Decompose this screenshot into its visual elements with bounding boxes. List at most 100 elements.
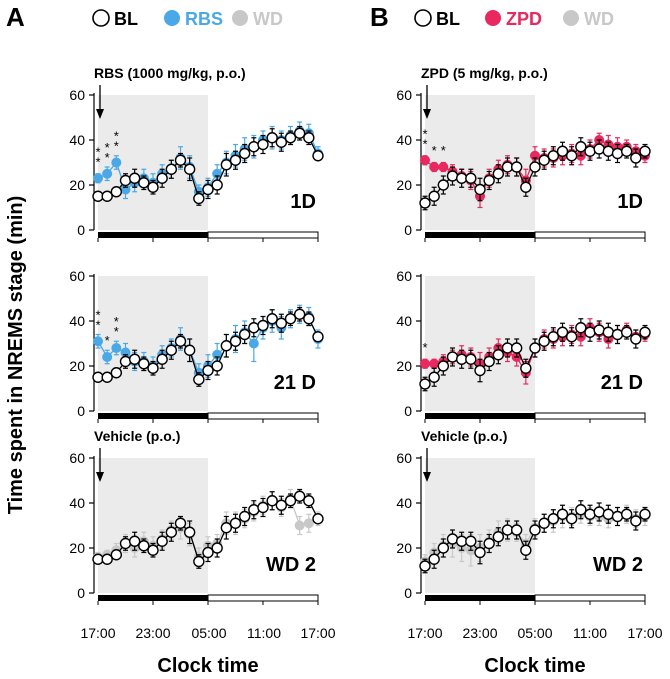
data-point-bl (229, 517, 242, 529)
data-point-bl (584, 326, 596, 338)
data-point-bl (119, 355, 132, 368)
data-point-bl (593, 143, 605, 155)
data-point-bl (465, 353, 477, 365)
data-point-bl (220, 340, 233, 352)
legend-a: BL RBS WD (92, 9, 283, 29)
data-point-bl (428, 553, 440, 565)
data-point-bl (510, 161, 523, 173)
dark-phase-bar (98, 232, 208, 238)
data-point-bl (483, 174, 495, 187)
data-point-bl (556, 145, 569, 157)
y-tick-label: 20 (396, 177, 412, 193)
legend-a-bl-marker (92, 9, 110, 27)
data-point-bl (584, 508, 596, 520)
y-tick-label: 20 (396, 358, 412, 374)
y-tick-label: 0 (77, 585, 85, 601)
y-tick-label: 0 (77, 403, 85, 419)
data-point-zpd (420, 358, 430, 369)
day-label: 21 D (274, 372, 316, 394)
data-point-bl (565, 150, 578, 162)
data-point-bl (538, 154, 550, 166)
data-point-bl (266, 495, 278, 507)
significance-asterisk: * (422, 136, 427, 151)
data-point-bl (639, 508, 651, 520)
legend-a-rbs-marker (164, 10, 180, 26)
data-point-bl (419, 197, 431, 209)
data-point-bl (248, 322, 260, 334)
y-tick-label: 60 (396, 87, 412, 103)
y-tick-label: 20 (396, 540, 412, 556)
data-point-bl (492, 168, 505, 180)
y-tick-label: 40 (69, 495, 85, 511)
data-point-bl (556, 508, 569, 520)
data-point-bl (284, 132, 297, 144)
data-point-rbs (111, 157, 122, 168)
data-point-bl (547, 150, 560, 162)
data-point-bl (211, 360, 223, 372)
data-point-bl (275, 136, 288, 148)
data-point-rbs (248, 338, 259, 349)
light-phase-bar (534, 594, 646, 602)
legend-a-wd-label: WD (253, 9, 283, 29)
plot-b-21d: 0 20 40 60 * 21 D (396, 268, 651, 423)
legend-b-wd-marker (563, 10, 579, 26)
panel-b-header: B BL ZPD WD (370, 2, 614, 32)
significance-asterisk: * (95, 317, 100, 332)
data-point-bl (584, 145, 596, 157)
data-point-bl (565, 331, 578, 343)
data-point-bl (174, 154, 187, 166)
x-ticks-b: 17:00 23:00 05:00 11:00 17:00 (407, 625, 662, 641)
data-point-bl (138, 540, 150, 552)
data-point-bl (520, 362, 532, 374)
data-point-bl (229, 335, 242, 347)
data-point-bl (110, 549, 123, 561)
data-point-bl (620, 508, 633, 520)
data-point-bl (238, 147, 251, 160)
panel-letter-b: B (370, 2, 389, 32)
data-point-rbs (102, 352, 113, 362)
x-tick-label: 05:00 (517, 625, 552, 641)
legend-a-bl-label: BL (114, 9, 138, 29)
data-point-bl (428, 190, 440, 202)
data-point-bl (293, 127, 306, 139)
data-point-bl (128, 535, 141, 547)
day-label: 21 D (601, 372, 643, 394)
data-point-bl (611, 328, 624, 341)
significance-asterisk: * (422, 126, 427, 141)
data-point-bl (101, 553, 113, 565)
x-ticks-a: 17:00 23:00 05:00 11:00 17:00 (80, 625, 335, 641)
data-point-bl (119, 174, 132, 187)
data-point-rbs (111, 343, 122, 353)
legend-b: BL ZPD WD (414, 9, 614, 29)
data-point-bl (193, 373, 205, 386)
significance-asterisk: * (114, 314, 119, 329)
data-point-bl (293, 490, 306, 502)
y-tick-label: 0 (404, 222, 412, 238)
data-point-bl (110, 186, 123, 198)
data-point-wd (294, 520, 305, 531)
data-point-bl (303, 132, 315, 144)
y-tick-label: 20 (69, 358, 85, 374)
x-tick-label: 11:00 (247, 625, 281, 641)
panel-letter-a: A (6, 2, 25, 32)
data-point-bl (303, 495, 315, 507)
data-point-bl (174, 335, 187, 347)
dark-phase-bar (98, 413, 208, 419)
x-axis-label-b: Clock time (484, 655, 585, 677)
data-point-bl (156, 353, 168, 365)
data-point-bl (593, 506, 605, 518)
data-point-bl (101, 190, 113, 202)
significance-asterisk: * (441, 143, 446, 158)
data-point-bl (428, 371, 440, 383)
data-point-bl (465, 535, 477, 547)
significance-asterisk: * (114, 324, 119, 339)
data-point-bl (229, 154, 242, 166)
y-tick-label: 0 (77, 222, 85, 238)
data-point-bl (602, 508, 615, 520)
legend-b-wd-label: WD (584, 9, 614, 29)
data-point-bl (165, 344, 178, 356)
data-point-bl (529, 342, 541, 354)
data-point-bl (312, 513, 324, 525)
data-point-bl (630, 333, 642, 345)
data-point-bl (183, 344, 196, 356)
